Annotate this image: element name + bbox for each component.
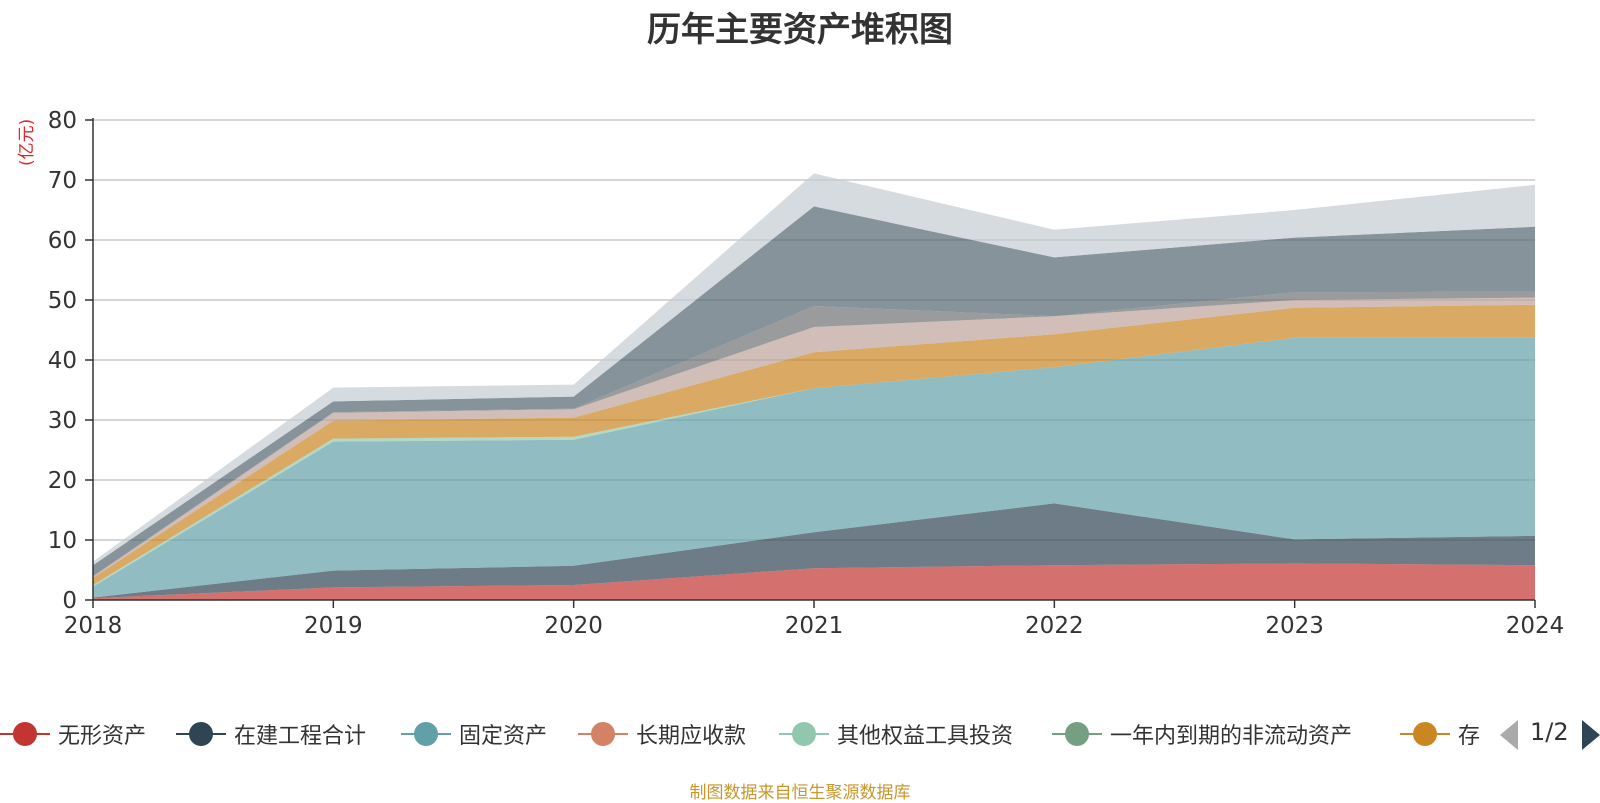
source-note: 制图数据来自恒生聚源数据库 bbox=[689, 783, 911, 803]
area-series-6[interactable] bbox=[93, 304, 1535, 585]
legend-item[interactable]: 存 bbox=[1400, 714, 1480, 754]
legend-label: 存 bbox=[1458, 724, 1481, 749]
area-series-2[interactable] bbox=[93, 337, 1535, 598]
area-series-10[interactable] bbox=[93, 173, 1535, 566]
y-tick-label: 20 bbox=[48, 468, 77, 494]
legend-marker-icon bbox=[176, 714, 226, 754]
legend-label: 无形资产 bbox=[58, 724, 147, 749]
y-tick-label: 50 bbox=[48, 288, 77, 314]
legend-marker-icon bbox=[779, 714, 829, 754]
legend-label: 在建工程合计 bbox=[234, 724, 367, 749]
legend-item[interactable]: 无形资产 bbox=[0, 714, 146, 754]
area-series-layer bbox=[93, 173, 1535, 600]
legend-item[interactable]: 其他权益工具投资 bbox=[779, 714, 1013, 754]
legend-next-page-icon[interactable] bbox=[1582, 720, 1600, 750]
area-series-0[interactable] bbox=[93, 563, 1535, 600]
legend-marker-icon bbox=[0, 714, 50, 754]
x-tick-label: 2018 bbox=[64, 613, 123, 639]
legend-marker-icon bbox=[1400, 714, 1450, 754]
area-series-9[interactable] bbox=[93, 206, 1535, 576]
legend-item[interactable]: 在建工程合计 bbox=[176, 714, 366, 754]
legend-page-indicator: 1/2 bbox=[1530, 718, 1569, 746]
y-tick-label: 60 bbox=[48, 228, 77, 254]
legend-label: 其他权益工具投资 bbox=[837, 724, 1014, 749]
y-tick-label: 70 bbox=[48, 168, 77, 194]
y-tick-label: 80 bbox=[48, 108, 77, 134]
legend-label: 长期应收款 bbox=[636, 724, 747, 749]
stacked-area-chart: 0 10 20 30 40 50 60 70 80 2018 2019 2020 2021 2022 202… bbox=[48, 108, 1565, 639]
x-tick-label: 2020 bbox=[544, 613, 603, 639]
y-tick-label: 40 bbox=[48, 348, 77, 374]
legend-label: 一年内到期的非流动资产 bbox=[1110, 724, 1353, 749]
x-tick-label: 2022 bbox=[1025, 613, 1084, 639]
axes: 0 10 20 30 40 50 60 70 80 2018 2019 2020 2021 2022 202… bbox=[48, 108, 1565, 639]
legend-marker-icon bbox=[401, 714, 451, 754]
legend-item[interactable]: 固定资产 bbox=[401, 714, 547, 754]
legend-item[interactable]: 长期应收款 bbox=[578, 714, 746, 754]
legend-label: 固定资产 bbox=[459, 724, 548, 749]
y-tick-label: 10 bbox=[48, 528, 77, 554]
y-tick-label: 0 bbox=[62, 588, 77, 614]
legend-marker-icon bbox=[578, 714, 628, 754]
y-tick-label: 30 bbox=[48, 408, 77, 434]
legend-prev-page-icon[interactable] bbox=[1500, 720, 1518, 750]
legend-marker-icon bbox=[1052, 714, 1102, 754]
x-tick-label: 2019 bbox=[304, 613, 363, 639]
x-tick-label: 2023 bbox=[1265, 613, 1324, 639]
x-tick-label: 2024 bbox=[1506, 613, 1565, 639]
x-tick-label: 2021 bbox=[785, 613, 844, 639]
legend: 无形资产 在建工程合计 固定资产 长期应收款 其他权益工具投资 一年内到期的非流动资产 存 bbox=[0, 714, 1600, 754]
legend-item[interactable]: 一年内到期的非流动资产 bbox=[1052, 714, 1352, 754]
chart-title: 历年主要资产堆积图 bbox=[647, 10, 953, 50]
area-series-1[interactable] bbox=[93, 503, 1535, 599]
